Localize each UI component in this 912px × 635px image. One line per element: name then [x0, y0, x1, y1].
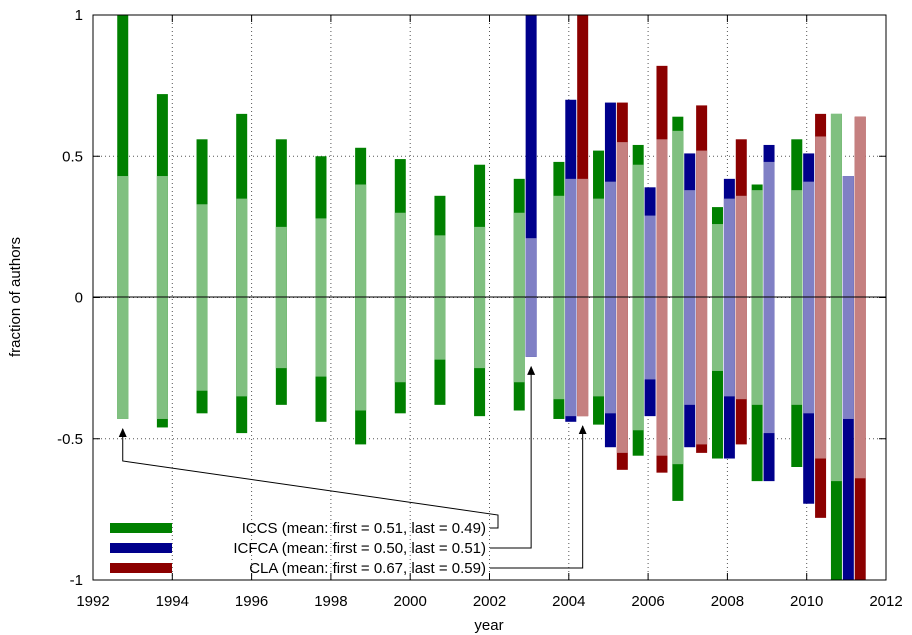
x-tick-label: 1996	[235, 593, 268, 610]
x-tick-label: 1994	[156, 593, 189, 610]
x-tick-label: 2002	[473, 593, 506, 610]
x-tick-label: 2000	[394, 593, 427, 610]
icfca-bar-outer	[525, 15, 537, 357]
cla-annotation-arrow	[490, 425, 587, 569]
icfca-legend-swatch	[110, 543, 172, 553]
x-tick-label: 2010	[790, 593, 823, 610]
x-tick-label: 2008	[711, 593, 744, 610]
x-tick-label: 1992	[76, 593, 109, 610]
x-tick-label: 2006	[631, 593, 664, 610]
y-tick-label: 0.5	[62, 148, 83, 165]
x-tick-label: 2004	[552, 593, 585, 610]
icfca-annotation-arrow	[490, 365, 536, 549]
legend: ICCS (mean: first = 0.51, last = 0.49) IC…	[110, 520, 486, 577]
annotation-layer	[118, 365, 587, 569]
cla-legend-label: CLA (mean: first = 0.67, last = 0.59)	[249, 560, 486, 577]
cla-legend-swatch	[110, 563, 172, 573]
x-tick-label: 1998	[314, 593, 347, 610]
y-axis-label: fraction of authors	[7, 237, 24, 357]
y-tick-label: -1	[70, 572, 83, 589]
iccs-legend-swatch	[110, 523, 172, 533]
y-tick-label: -0.5	[57, 431, 83, 448]
x-axis-label: year	[474, 617, 503, 634]
icfca-legend-label: ICFCA (mean: first = 0.50, last = 0.51)	[233, 540, 486, 557]
y-tick-label: 1	[75, 7, 83, 24]
ticks-layer: 1992 1994 1996 1998 2000 2002 2004 2006 2008 2010…	[57, 7, 903, 610]
x-tick-label: 2012	[869, 593, 902, 610]
iccs-annotation-arrow	[118, 427, 499, 529]
y-tick-label: 0	[75, 290, 83, 307]
iccs-legend-label: ICCS (mean: first = 0.51, last = 0.49)	[242, 520, 486, 537]
